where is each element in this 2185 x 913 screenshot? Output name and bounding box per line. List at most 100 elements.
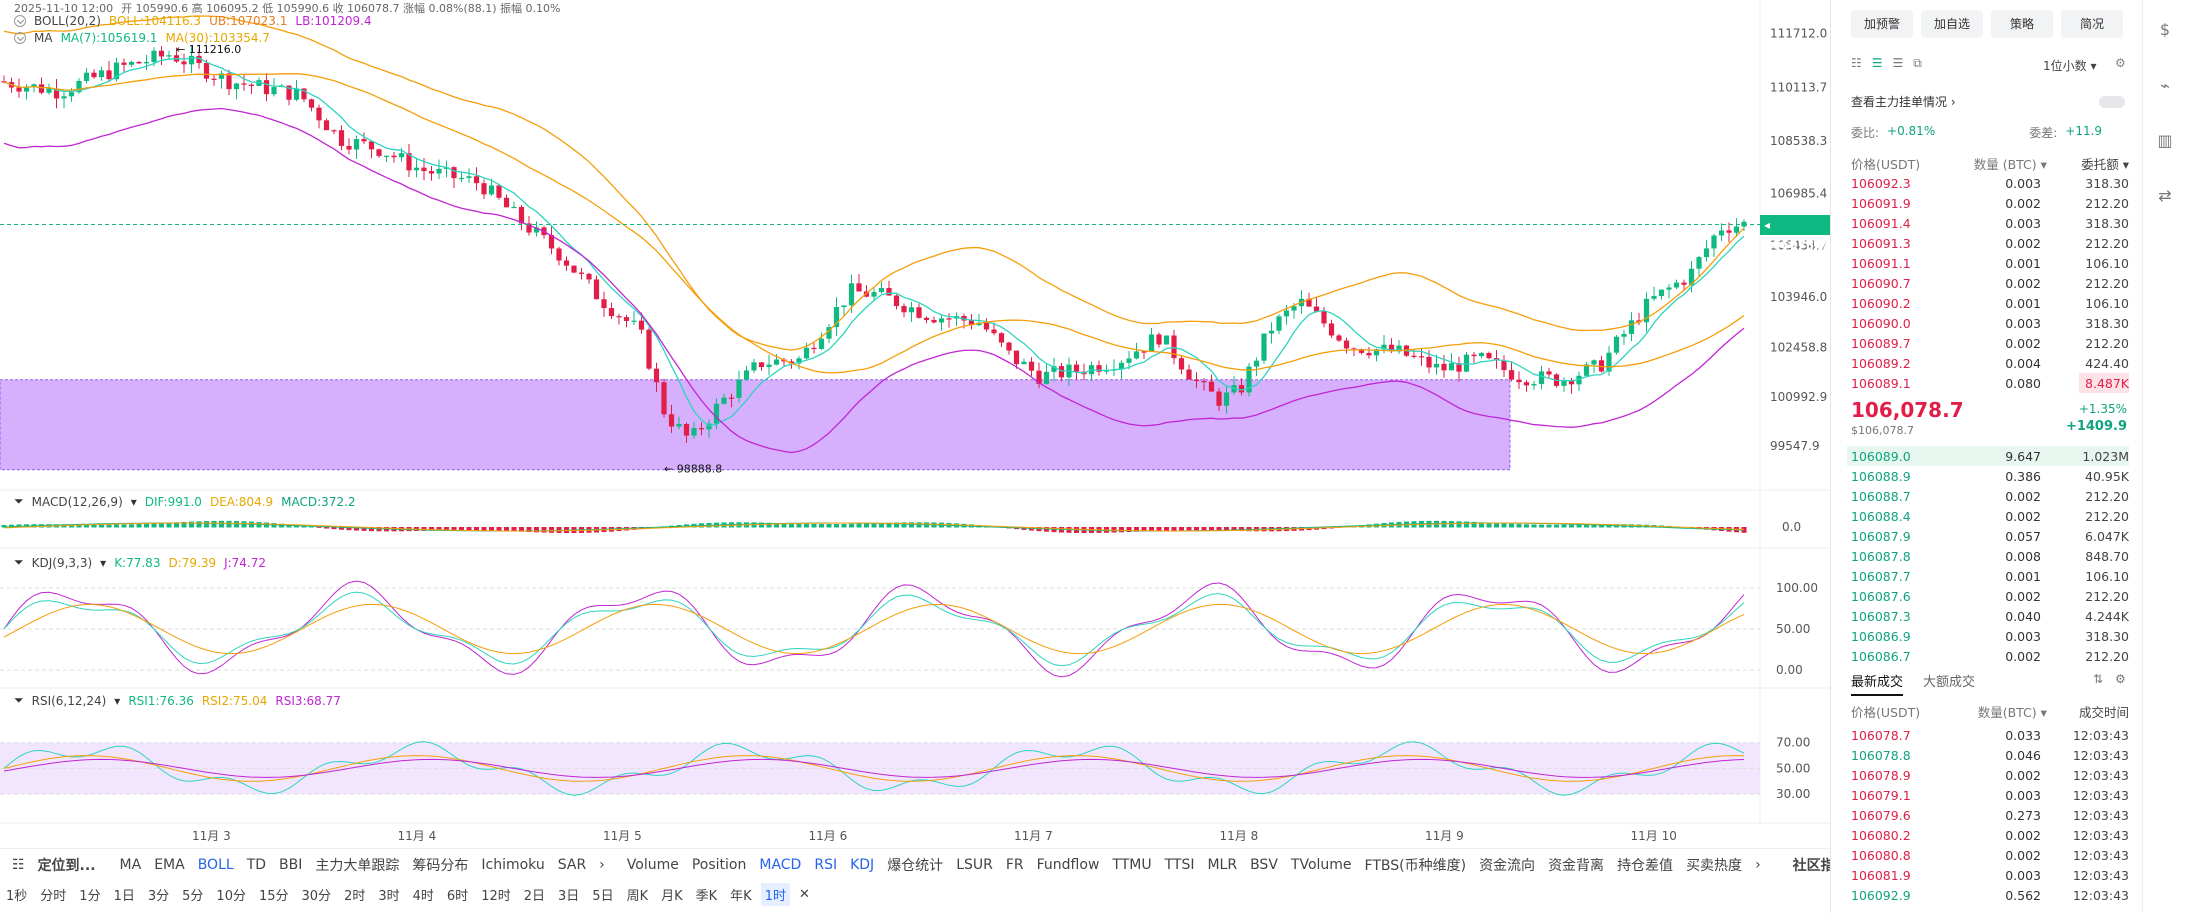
interval-19[interactable]: 季K: [695, 888, 718, 904]
book-row[interactable]: 106092.3 0.003 318.30: [1851, 173, 2129, 193]
interval-3[interactable]: 1日: [113, 888, 135, 904]
trades-header-qty[interactable]: 数量(BTC) ▾: [1977, 704, 2047, 720]
interval-2[interactable]: 1分: [79, 888, 101, 904]
interval-12[interactable]: 6时: [446, 888, 469, 904]
chart-area[interactable]: 111712.0 110113.7 108538.3 106985.4 105454.7…: [0, 0, 1830, 845]
rsi-name[interactable]: RSI(6,12,24): [31, 693, 107, 708]
indicator-14[interactable]: KDJ: [850, 856, 875, 873]
trade-settings-icon[interactable]: ⚙: [2115, 672, 2126, 686]
interval-8[interactable]: 30分: [301, 888, 332, 904]
book-row[interactable]: 106087.7 0.001 106.10: [1851, 566, 2129, 586]
exchange-icon[interactable]: ⇄: [2158, 186, 2172, 205]
close-icon[interactable]: ✕: [798, 886, 810, 902]
indicator-1[interactable]: EMA: [154, 856, 185, 873]
indicator-21[interactable]: MLR: [1207, 856, 1238, 873]
indicator-8[interactable]: SAR: [557, 856, 587, 873]
book-row[interactable]: 106087.3 0.040 4.244K: [1851, 606, 2129, 626]
dropdown-icon[interactable]: ▾: [100, 555, 107, 570]
indicator-5[interactable]: 主力大单跟踪: [315, 857, 400, 874]
filter-icon[interactable]: ⇅: [2093, 672, 2104, 686]
summary-button[interactable]: 简况: [2061, 10, 2123, 38]
book-row[interactable]: 106088.4 0.002 212.20: [1851, 506, 2129, 526]
indicator-22[interactable]: BSV: [1250, 856, 1278, 873]
book-row[interactable]: 106091.1 0.001 106.10: [1851, 253, 2129, 273]
interval-14[interactable]: 2日: [523, 888, 546, 904]
interval-11[interactable]: 4时: [412, 888, 434, 904]
interval-17[interactable]: 周K: [626, 888, 649, 904]
indicator-0[interactable]: MA: [119, 856, 142, 873]
interval-20[interactable]: 年K: [730, 888, 752, 904]
interval-5[interactable]: 5分: [182, 888, 204, 904]
main-orders-toggle[interactable]: [2099, 96, 2125, 108]
indicator-28[interactable]: 买卖热度: [1686, 857, 1743, 874]
indicator-29[interactable]: ›: [1755, 856, 1761, 873]
book-row[interactable]: 106089.0 9.647 1.023M: [1847, 446, 2129, 466]
indicator-10[interactable]: Volume: [626, 856, 679, 873]
indicator-24[interactable]: FTBS(币种维度): [1364, 857, 1467, 874]
book-row[interactable]: 106090.0 0.003 318.30: [1851, 313, 2129, 333]
chart-icon[interactable]: ⌁: [2160, 76, 2170, 95]
main-orders-link[interactable]: 查看主力挂单情况 ›: [1851, 95, 1956, 109]
indicator-16[interactable]: LSUR: [956, 856, 993, 873]
book-both-icon[interactable]: ☷: [1851, 56, 1862, 70]
tab-latest-trades[interactable]: 最新成交: [1851, 671, 1904, 696]
calendar-icon[interactable]: ☷: [12, 856, 25, 873]
book-row[interactable]: 106090.7 0.002 212.20: [1851, 273, 2129, 293]
indicator-20[interactable]: TTSI: [1164, 856, 1195, 873]
book-row[interactable]: 106089.1 0.080 8.487K: [1851, 373, 2129, 393]
macd-name[interactable]: MACD(12,26,9): [31, 494, 123, 509]
interval-10[interactable]: 3时: [378, 888, 400, 904]
strategy-button[interactable]: 策略: [1991, 10, 2053, 38]
bar-chart-icon[interactable]: ▥: [2157, 131, 2173, 150]
indicator-7[interactable]: Ichimoku: [481, 856, 545, 873]
book-depth-icon[interactable]: ⧉: [1913, 56, 1922, 70]
indicator-25[interactable]: 资金流向: [1479, 857, 1536, 874]
indicator-13[interactable]: RSI: [814, 856, 838, 873]
book-ask-icon[interactable]: ☰: [1892, 56, 1904, 70]
interval-4[interactable]: 3分: [147, 888, 170, 904]
indicator-2[interactable]: BOLL: [197, 856, 234, 873]
kdj-name[interactable]: KDJ(9,3,3): [31, 555, 93, 570]
book-row[interactable]: 106090.2 0.001 106.10: [1851, 293, 2129, 313]
interval-15[interactable]: 3日: [558, 888, 580, 904]
collapse-icon[interactable]: [14, 15, 26, 27]
interval-9[interactable]: 2时: [344, 888, 366, 904]
kline-chart[interactable]: 111712.0 110113.7 108538.3 106985.4 105454.7…: [0, 0, 1830, 845]
interval-0[interactable]: 1秒: [6, 888, 28, 904]
book-bid-icon[interactable]: ☰: [1871, 56, 1883, 70]
add-watchlist-button[interactable]: 加自选: [1921, 10, 1983, 38]
book-row[interactable]: 106087.8 0.008 848.70: [1851, 546, 2129, 566]
book-row[interactable]: 106091.4 0.003 318.30: [1851, 213, 2129, 233]
book-row[interactable]: 106088.7 0.002 212.20: [1851, 486, 2129, 506]
dropdown-icon[interactable]: ▾: [130, 494, 137, 509]
interval-16[interactable]: 5日: [592, 888, 614, 904]
indicator-18[interactable]: Fundflow: [1036, 856, 1100, 873]
locate-button[interactable]: 定位到...: [37, 857, 96, 874]
interval-7[interactable]: 15分: [258, 888, 289, 904]
indicator-27[interactable]: 持仓差值: [1617, 857, 1674, 874]
book-row[interactable]: 106089.7 0.002 212.20: [1851, 333, 2129, 353]
settings-icon[interactable]: ⚙: [2115, 56, 2126, 70]
interval-6[interactable]: 10分: [216, 888, 246, 904]
header-qty[interactable]: 数量 (BTC) ▾: [1973, 156, 2047, 172]
interval-21[interactable]: 1时: [760, 882, 790, 906]
indicator-6[interactable]: 筹码分布: [412, 857, 469, 874]
indicator-4[interactable]: BBI: [279, 856, 303, 873]
book-row[interactable]: 106091.3 0.002 212.20: [1851, 233, 2129, 253]
dropdown-icon[interactable]: ▾: [114, 693, 121, 708]
interval-18[interactable]: 月K: [661, 888, 683, 904]
interval-13[interactable]: 12时: [481, 888, 511, 904]
book-row[interactable]: 106086.9 0.003 318.30: [1851, 626, 2129, 646]
collapse-icon[interactable]: [14, 32, 26, 44]
book-row[interactable]: 106089.2 0.004 424.40: [1851, 353, 2129, 373]
indicator-19[interactable]: TTMU: [1112, 856, 1152, 873]
indicator-26[interactable]: 资金背离: [1548, 857, 1605, 874]
tab-large-trades[interactable]: 大额成交: [1923, 675, 1976, 690]
book-row[interactable]: 106091.9 0.002 212.20: [1851, 193, 2129, 213]
indicator-3[interactable]: TD: [246, 856, 267, 873]
indicator-11[interactable]: Position: [691, 856, 747, 873]
indicator-9[interactable]: ›: [599, 856, 605, 873]
indicator-12[interactable]: MACD: [759, 856, 802, 873]
add-alert-button[interactable]: 加预警: [1851, 10, 1913, 38]
interval-1[interactable]: 分时: [40, 888, 67, 904]
